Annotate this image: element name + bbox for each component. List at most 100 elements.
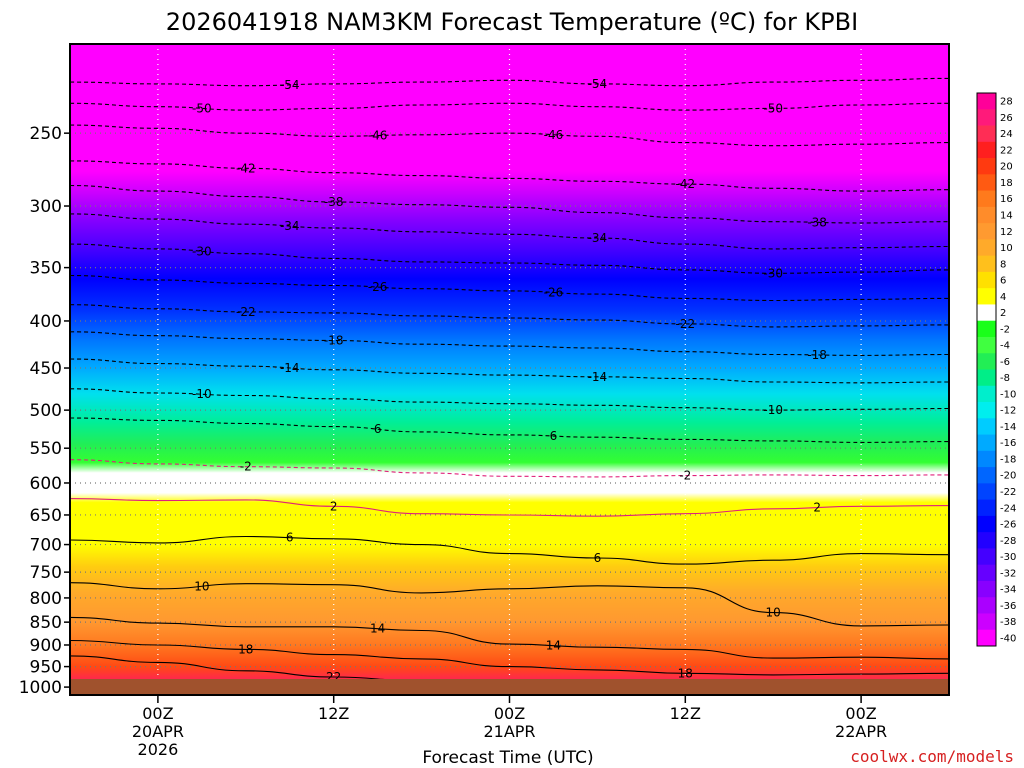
isotherm-label: 6 (374, 422, 382, 436)
colorbar-swatch (977, 239, 996, 257)
colorbar-label: -8 (1000, 373, 1010, 384)
isotherm-label: -34 (588, 231, 608, 245)
isotherm-label: 18 (238, 642, 253, 656)
colorbar-label: 18 (1000, 178, 1013, 189)
y-tick-label: 700 (30, 536, 62, 556)
colorbar-swatch (977, 483, 996, 501)
colorbar-label: -26 (1000, 520, 1016, 531)
colorbar-label: 8 (1000, 259, 1006, 270)
chart-title: 2026041918 NAM3KM Forecast Temperature (… (166, 8, 858, 36)
ground-surface (70, 679, 949, 695)
colorbar-swatch (977, 271, 996, 289)
y-tick-label: 550 (30, 439, 62, 459)
colorbar-swatch (977, 206, 996, 224)
isotherm-label: -38 (807, 215, 827, 229)
colorbar-label: -38 (1000, 617, 1016, 628)
isotherm-label: 2 (330, 499, 338, 513)
colorbar-label: -20 (1000, 471, 1016, 482)
colorbar-label: -10 (1000, 389, 1016, 400)
x-tick-label: 00Z (142, 704, 173, 723)
isotherm-label: 14 (370, 622, 385, 636)
colorbar-label: 26 (1000, 113, 1013, 124)
colorbar-swatch (977, 532, 996, 549)
colorbar-swatch (977, 353, 996, 370)
y-tick-label: 1000 (19, 678, 62, 698)
x-axis-label: Forecast Time (UTC) (422, 748, 593, 768)
isotherm-label: -22 (675, 317, 695, 331)
isotherm-label: -50 (763, 101, 783, 115)
y-axis-pressure: 250 300 350 400 450 500 550 600 650 700 750 800 850 9… (19, 124, 70, 698)
isotherm-label: -42 (675, 177, 695, 191)
colorbar-label: -34 (1000, 585, 1016, 596)
isotherm-label: -10 (763, 403, 783, 417)
colorbar-label: 4 (1000, 292, 1006, 303)
colorbar-label: -6 (1000, 357, 1010, 368)
colorbar-label: 12 (1000, 227, 1013, 238)
colorbar-label: -16 (1000, 438, 1016, 449)
isotherm-label: -34 (280, 219, 300, 233)
colorbar-swatch (977, 255, 996, 273)
isotherm-label: -46 (368, 129, 388, 143)
y-tick-label: 650 (30, 506, 62, 526)
colorbar-swatch (977, 190, 996, 208)
colorbar-swatch (977, 125, 996, 143)
isotherm-line (70, 535, 949, 565)
isotherm-label: 10 (194, 579, 209, 593)
colorbar-swatch (977, 499, 996, 517)
plot-area: -54 -54 -50 -50 -46 -46 -42 -42 -38 -38 -34 -34 -30 -… (70, 44, 949, 695)
grid-lines (70, 44, 949, 695)
colorbar-label: -4 (1000, 341, 1010, 352)
colorbar-label: 2 (1000, 308, 1006, 319)
colorbar: 28 26 24 22 20 18 16 14 12 10 8 6 4 2 -2 -4 -6 -8 -10 -12 -1… (976, 92, 1016, 647)
x-tick-label: 22APR (835, 722, 887, 741)
colorbar-label: -2 (1000, 324, 1010, 335)
y-tick-label: 950 (30, 658, 62, 678)
colorbar-label: -30 (1000, 552, 1016, 563)
isotherm-label: 2 (813, 501, 821, 515)
colorbar-label: 16 (1000, 194, 1013, 205)
x-tick-label: 12Z (670, 704, 701, 723)
colorbar-label: 14 (1000, 210, 1013, 221)
isotherm-label: -14 (280, 361, 300, 375)
y-tick-label: 450 (30, 359, 62, 379)
y-tick-label: 900 (30, 636, 62, 656)
isotherm-label: 18 (678, 666, 693, 680)
colorbar-swatch (977, 418, 996, 435)
isotherm-label: -54 (280, 78, 300, 92)
colorbar-label: -40 (1000, 633, 1016, 644)
isotherm-line (70, 582, 949, 627)
colorbar-swatch (977, 402, 996, 419)
isotherm-label: -54 (588, 77, 608, 91)
x-tick-label: 20APR (132, 722, 184, 741)
y-tick-label: 800 (30, 589, 62, 609)
colorbar-swatch (977, 109, 996, 126)
y-tick-label: 350 (30, 259, 62, 279)
colorbar-swatch (977, 288, 996, 305)
colorbar-label: 22 (1000, 145, 1013, 156)
colorbar-swatch (977, 564, 996, 582)
colorbar-label: -22 (1000, 487, 1016, 498)
isotherm-label: -50 (192, 101, 212, 115)
colorbar-swatch (977, 158, 996, 175)
isotherm-label: -14 (588, 370, 608, 384)
isotherm-contours: -54 -54 -50 -50 -46 -46 -42 -42 -38 -38 -34 -34 -30 -… (70, 77, 949, 695)
colorbar-swatch (977, 515, 996, 533)
isotherm-label: -30 (192, 244, 212, 258)
isotherm-label: -18 (807, 348, 827, 362)
x-tick-label: 12Z (318, 704, 349, 723)
colorbar-swatch (977, 369, 996, 387)
isotherm-line (70, 498, 949, 517)
colorbar-label: 6 (1000, 276, 1006, 287)
isotherm-line (70, 639, 949, 676)
colorbar-label: 28 (1000, 97, 1013, 108)
x-tick-label: 2026 (138, 740, 179, 759)
isotherm-label: -10 (192, 387, 212, 401)
isotherm-label: -38 (324, 195, 344, 209)
isotherm-line (70, 616, 949, 660)
y-tick-label: 850 (30, 613, 62, 633)
colorbar-label: -28 (1000, 536, 1016, 547)
credit-link[interactable]: coolwx.com/models (850, 747, 1014, 766)
isotherm-label: 6 (594, 551, 602, 565)
